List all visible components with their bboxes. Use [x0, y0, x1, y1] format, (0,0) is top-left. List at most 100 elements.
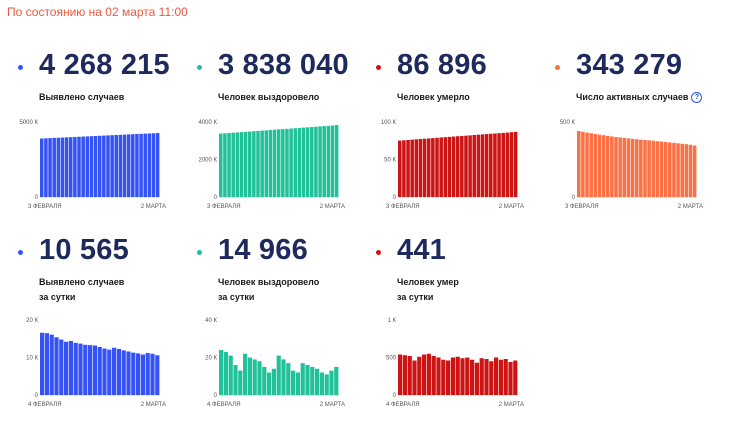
bullet-dot [18, 250, 23, 255]
bar [513, 360, 518, 395]
bar [219, 133, 223, 198]
bar [68, 341, 73, 395]
y-tick-label: 1 К [388, 318, 397, 324]
bar [465, 357, 470, 395]
bullet-dot [376, 65, 381, 70]
bar [228, 355, 233, 396]
bar [243, 131, 248, 197]
bar [663, 141, 668, 197]
stat-card: 10 565 Выявлено случаев за сутки 0 10 К 20 К 4… [18, 234, 193, 430]
stat-card: 343 279 Число активных случаев? 0 500 К 3 ФЕ… [555, 49, 730, 245]
bar [489, 361, 494, 395]
bar [233, 365, 238, 395]
bar-chart: 0 5000 К 3 ФЕВРАЛЯ 2 МАРТА [19, 120, 166, 210]
bar [56, 137, 61, 197]
bar [49, 334, 54, 395]
bar [494, 357, 499, 395]
bar [329, 370, 334, 396]
bar [460, 358, 465, 395]
bar [112, 347, 117, 395]
stat-card: 86 896 Человек умерло 0 50 К 100 К 3 ФЕВРАЛЯ 2… [376, 49, 551, 245]
bar [589, 133, 593, 197]
bar [324, 374, 329, 396]
bar [281, 359, 286, 396]
bar [326, 125, 331, 197]
x-tick-label: 3 ФЕВРАЛЯ [565, 204, 599, 210]
bar [118, 134, 123, 197]
stat-card: 441 Человек умер за сутки 0 500 1 К 4 ФЕВРАЛЯ 2… [376, 234, 551, 430]
bar [480, 134, 485, 198]
bar [235, 132, 240, 197]
bar-chart: 0 20 К 40 К 4 ФЕВРАЛЯ 2 МАРТА [205, 318, 345, 408]
bar [597, 134, 602, 197]
bar [407, 356, 412, 395]
bar [439, 137, 443, 197]
stat-label: Выявлено случаев [39, 277, 125, 287]
bar [97, 135, 102, 197]
stat-label: Человек выздоровело [218, 92, 320, 102]
bar [610, 136, 614, 197]
bar [40, 138, 44, 197]
bar [64, 137, 69, 197]
y-tick-label: 0 [393, 393, 397, 399]
stat-value: 4 268 215 [39, 49, 170, 81]
bar [48, 138, 52, 198]
bar [131, 352, 136, 395]
bar [97, 347, 102, 395]
bar [314, 126, 318, 197]
bar [238, 370, 243, 396]
bar [692, 145, 697, 197]
bar [116, 348, 121, 396]
bar-chart: 0 500 1 К 4 ФЕВРАЛЯ 2 МАРТА [386, 318, 524, 408]
bar [83, 344, 88, 395]
y-tick-label: 0 [35, 195, 39, 201]
bar [114, 135, 119, 197]
stat-value: 86 896 [397, 49, 487, 81]
bar [431, 356, 436, 395]
bar [59, 339, 64, 395]
bar [581, 131, 585, 197]
bar [630, 138, 635, 197]
x-tick-label: 3 ФЕВРАЛЯ [28, 204, 62, 210]
bar [431, 138, 435, 198]
y-tick-label: 40 К [205, 318, 217, 324]
bar [243, 353, 248, 395]
bar [139, 133, 143, 197]
help-icon[interactable]: ? [691, 92, 703, 103]
bar [143, 133, 147, 197]
x-tick-label: 4 ФЕВРАЛЯ [28, 402, 62, 408]
bar [484, 134, 489, 197]
bar [426, 138, 431, 197]
bar [501, 132, 505, 198]
stat-label: Человек умер [397, 277, 459, 287]
bar [468, 135, 472, 197]
bar [639, 139, 643, 197]
bar [68, 137, 73, 197]
bar [472, 134, 477, 197]
bar [601, 135, 606, 197]
bar [406, 140, 410, 197]
bar [476, 134, 481, 197]
bar [398, 354, 403, 395]
bar [426, 353, 431, 395]
y-tick-label: 500 [386, 356, 397, 362]
bar [257, 361, 262, 395]
stat-card: 3 838 040 Человек выздоровело 0 2000 К 4000 … [197, 49, 372, 245]
bar [688, 144, 693, 197]
bar [436, 357, 441, 395]
stat-value: 14 966 [218, 234, 308, 266]
y-tick-label: 0 [393, 195, 397, 201]
stat-label: Число активных случаев? [576, 90, 703, 104]
bar [140, 354, 145, 395]
bar [88, 345, 93, 396]
y-tick-label: 0 [214, 393, 218, 399]
bar [73, 136, 77, 197]
bar [513, 131, 518, 197]
bar [643, 140, 647, 197]
bar [85, 136, 90, 197]
bar [330, 125, 335, 197]
bar [239, 132, 244, 198]
bar [223, 351, 228, 396]
bar [497, 133, 501, 197]
bar [150, 353, 155, 395]
